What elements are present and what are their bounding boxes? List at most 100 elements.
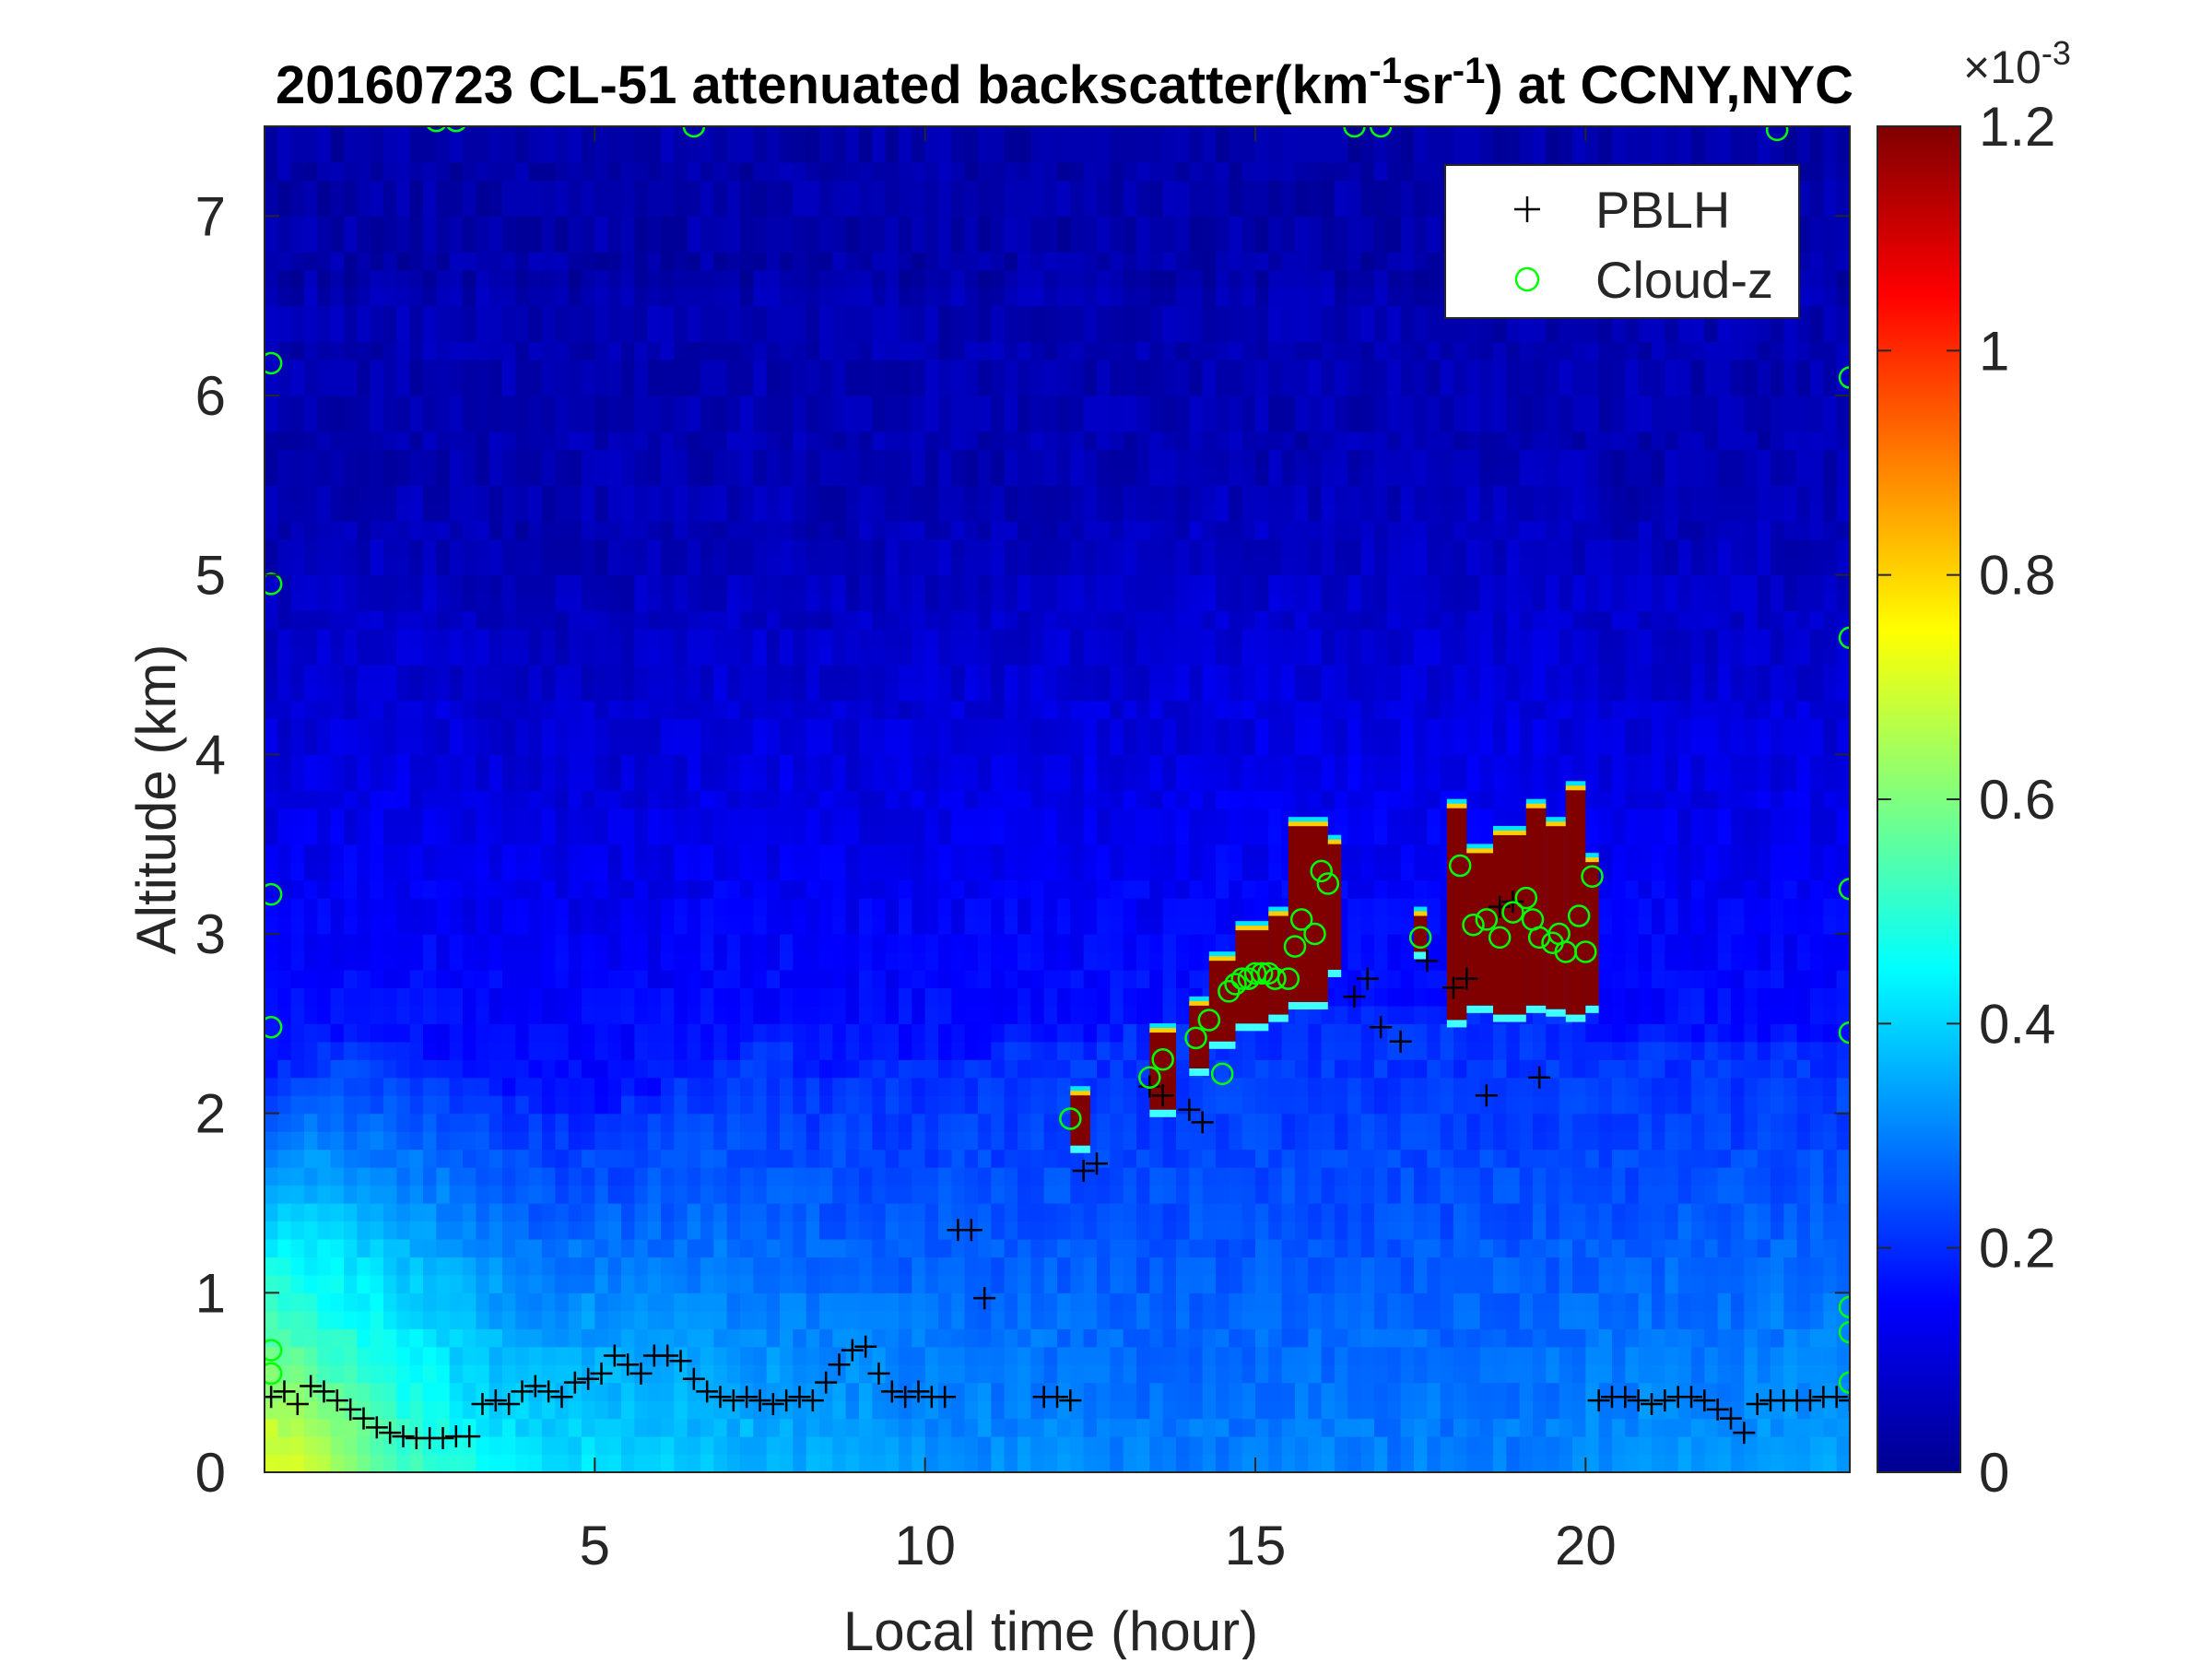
heatmap-cell <box>304 233 318 253</box>
heatmap-cell <box>899 987 912 1007</box>
heatmap-cell <box>502 1364 516 1384</box>
heatmap-cell <box>912 1095 926 1115</box>
heatmap-cell <box>528 1167 543 1186</box>
heatmap-cell <box>436 161 451 181</box>
heatmap-cell <box>991 1077 1006 1096</box>
heatmap-cell <box>780 898 794 917</box>
heatmap-cell <box>1057 449 1071 468</box>
heatmap-cell <box>317 395 332 415</box>
heatmap-cell <box>766 700 781 719</box>
heatmap-cell <box>621 1131 635 1151</box>
heatmap-cell <box>463 1292 477 1312</box>
heatmap-cell <box>1123 144 1137 163</box>
heatmap-cell <box>819 754 833 773</box>
heatmap-cell <box>555 593 570 612</box>
heatmap-cell <box>740 1131 754 1151</box>
heatmap-cell <box>687 754 701 773</box>
heatmap-cell <box>726 736 741 755</box>
heatmap-cell <box>396 969 411 988</box>
heatmap-cell <box>912 377 926 396</box>
heatmap-cell <box>713 1292 728 1312</box>
heatmap-cell <box>555 718 570 738</box>
heatmap-cell <box>304 1418 318 1437</box>
heatmap-cell <box>488 987 503 1007</box>
heatmap-cell <box>396 987 411 1007</box>
heatmap-cell <box>793 413 807 432</box>
heatmap-cell <box>317 161 332 181</box>
heatmap-cell <box>304 574 318 594</box>
heatmap-cell <box>317 646 332 666</box>
heatmap-cell <box>885 538 900 558</box>
heatmap-cell <box>661 197 675 217</box>
heatmap-cell <box>568 1346 582 1365</box>
heatmap-cell <box>964 665 979 684</box>
heatmap-cell <box>780 485 794 504</box>
heatmap-cell <box>476 1292 490 1312</box>
heatmap-cell <box>396 844 411 863</box>
heatmap-cell <box>885 736 900 755</box>
heatmap-cell <box>793 682 807 702</box>
heatmap-cell <box>687 449 701 468</box>
heatmap-cell <box>555 252 570 271</box>
heatmap-cell <box>1136 844 1150 863</box>
heatmap-cell <box>488 502 503 522</box>
heatmap-cell <box>740 252 754 271</box>
heatmap-cell <box>436 269 451 289</box>
heatmap-cell <box>383 216 397 235</box>
heatmap-cell <box>845 808 860 827</box>
heatmap-cell <box>674 288 688 307</box>
heatmap-cell <box>594 1382 609 1401</box>
heatmap-cell <box>1070 144 1085 163</box>
heatmap-cell <box>1097 1454 1111 1472</box>
heatmap-cell <box>938 1149 952 1168</box>
heatmap-cell <box>568 790 582 809</box>
heatmap-cell <box>290 305 305 325</box>
heatmap-cell <box>845 1113 860 1132</box>
heatmap-cell <box>845 1005 860 1024</box>
heatmap-cell <box>555 646 570 666</box>
heatmap-cell <box>793 324 807 343</box>
heatmap-cell <box>753 898 768 917</box>
heatmap-cell <box>859 987 873 1007</box>
heatmap-cell <box>845 305 860 325</box>
heatmap-cell <box>845 1077 860 1096</box>
heatmap-cell <box>978 341 992 360</box>
heatmap-cell <box>1030 1059 1045 1079</box>
heatmap-cell <box>290 1238 305 1257</box>
heatmap-cell <box>700 538 714 558</box>
heatmap-cell <box>277 305 292 325</box>
heatmap-cell <box>793 951 807 971</box>
heatmap-cell <box>951 502 966 522</box>
heatmap-cell <box>357 1310 371 1329</box>
heatmap-cell <box>845 1274 860 1293</box>
heatmap-cell <box>872 718 887 738</box>
heatmap-cell <box>766 485 781 504</box>
heatmap-cell <box>436 431 451 450</box>
heatmap-cell <box>634 1041 649 1060</box>
heatmap-cell <box>793 341 807 360</box>
heatmap-cell <box>687 413 701 432</box>
heatmap-cell <box>713 736 728 755</box>
heatmap-cell <box>396 341 411 360</box>
heatmap-cell <box>899 1310 912 1329</box>
heatmap-cell <box>1018 252 1031 271</box>
heatmap-cell <box>978 269 992 289</box>
heatmap-cell <box>793 987 807 1007</box>
heatmap-cell <box>951 987 966 1007</box>
heatmap-cell <box>687 826 701 845</box>
heatmap-cell <box>1057 1364 1071 1384</box>
heatmap-cell <box>647 1454 662 1472</box>
heatmap-cell <box>502 1221 516 1240</box>
heatmap-cell <box>740 1077 754 1096</box>
heatmap-cell <box>594 1292 609 1312</box>
heatmap-cell <box>436 736 451 755</box>
heatmap-cell <box>621 1257 635 1276</box>
heatmap-cell <box>938 772 952 791</box>
heatmap-cell <box>436 987 451 1007</box>
heatmap-cell <box>687 557 701 576</box>
heatmap-cell <box>449 180 464 199</box>
heatmap-cell <box>330 1221 345 1240</box>
heatmap-cell <box>436 969 451 988</box>
heatmap-cell <box>582 1203 595 1222</box>
heatmap-cell <box>304 180 318 199</box>
